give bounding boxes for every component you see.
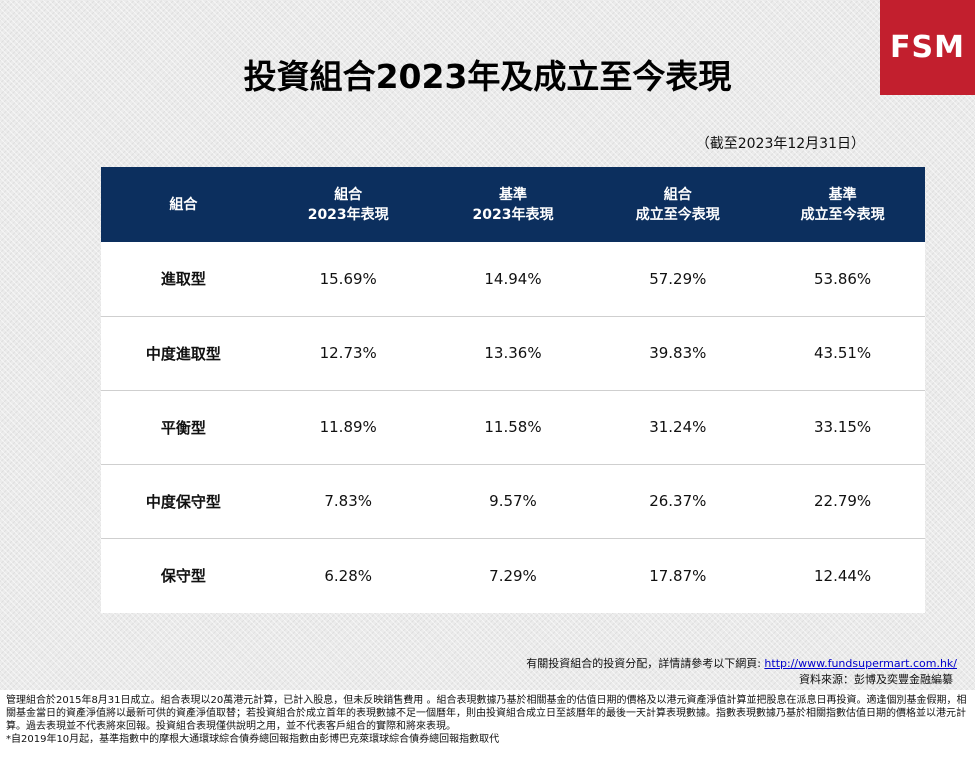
disclaimer-text: 管理組合於2015年8月31日成立。組合表現以20萬港元計算，已計入股息，但未反… [6, 695, 967, 732]
header-label: 基準 [498, 186, 527, 203]
row-portfolio-name: 保守型 [160, 567, 206, 586]
header-portfolio-since-inception: 組合 成立至今表現 [595, 167, 760, 242]
as-of-date: （截至2023年12月31日） [695, 136, 865, 152]
cell-value: 11.89% [319, 418, 377, 436]
header-benchmark-2023: 基準 2023年表現 [431, 167, 596, 242]
cell-value: 15.69% [319, 269, 377, 288]
header-benchmark-since-inception: 基準 成立至今表現 [760, 167, 925, 242]
table-header-row: 組合 組合 2023年表現 基準 2023年表現 組合 成立至今表現 基準 成立… [101, 167, 925, 242]
cell-value: 22.79% [813, 492, 872, 510]
benchmark-footnote: *自2019年10月起，基準指數中的摩根大通環球綜合債券總回報指數由彭博巴克萊環… [6, 734, 500, 745]
cell-value: 7.29% [489, 566, 537, 585]
header-portfolio-2023: 組合 2023年表現 [266, 167, 431, 242]
cell-value: 43.51% [813, 344, 872, 362]
reference-text: 有關投資組合的投資分配，詳情請參考以下網頁: [526, 657, 765, 670]
cell-value: 9.57% [489, 492, 537, 510]
reference-note: 有關投資組合的投資分配，詳情請參考以下網頁: http://www.fundsu… [526, 655, 957, 671]
performance-table-container: 組合 組合 2023年表現 基準 2023年表現 組合 成立至今表現 基準 成立… [101, 167, 925, 613]
cell-value: 53.86% [813, 269, 872, 288]
cell-value: 26.37% [649, 492, 707, 510]
fsm-logo: FSM [880, 0, 975, 95]
cell-value: 14.94% [484, 269, 542, 288]
table-row: 保守型 6.28% 7.29% 17.87% 12.44% [101, 538, 925, 613]
header-label: 組合 [169, 196, 198, 213]
header-label: 組合 [663, 186, 692, 203]
cell-value: 12.73% [319, 344, 377, 362]
cell-value: 39.83% [649, 344, 707, 362]
header-label: 組合 [334, 186, 363, 203]
cell-value: 12.44% [813, 566, 872, 585]
header-portfolio: 組合 [101, 167, 266, 242]
header-sublabel: 成立至今表現 [635, 206, 720, 223]
footnotes: 管理組合於2015年8月31日成立。組合表現以20萬港元計算，已計入股息，但未反… [0, 690, 975, 761]
row-portfolio-name: 中度進取型 [145, 344, 221, 363]
header-sublabel: 2023年表現 [472, 206, 554, 223]
cell-value: 31.24% [649, 418, 707, 436]
header-sublabel: 成立至今表現 [800, 206, 885, 223]
table-row: 平衡型 11.89% 11.58% 31.24% 33.15% [101, 390, 925, 464]
cell-value: 17.87% [649, 566, 707, 585]
source-note: 資料來源：彭博及奕豐金融編纂 [799, 673, 953, 686]
page-title: 投資組合2023年及成立至今表現 [243, 57, 732, 96]
cell-value: 7.83% [324, 492, 373, 510]
cell-value: 13.36% [484, 344, 542, 362]
fundsupermart-link[interactable]: http://www.fundsupermart.com.hk/ [764, 657, 957, 670]
table-row: 中度進取型 12.73% 13.36% 39.83% 43.51% [101, 316, 925, 390]
row-portfolio-name: 平衡型 [160, 418, 206, 437]
row-portfolio-name: 進取型 [160, 270, 206, 289]
cell-value: 11.58% [484, 418, 542, 436]
cell-value: 6.28% [324, 566, 373, 585]
row-portfolio-name: 中度保守型 [145, 492, 221, 511]
header-label: 基準 [828, 186, 857, 203]
cell-value: 33.15% [813, 418, 872, 436]
table-row: 中度保守型 7.83% 9.57% 26.37% 22.79% [101, 464, 925, 538]
cell-value: 57.29% [649, 269, 707, 288]
table-row: 進取型 15.69% 14.94% 57.29% 53.86% [101, 242, 925, 316]
header-sublabel: 2023年表現 [307, 206, 389, 223]
performance-table: 組合 組合 2023年表現 基準 2023年表現 組合 成立至今表現 基準 成立… [101, 167, 925, 613]
